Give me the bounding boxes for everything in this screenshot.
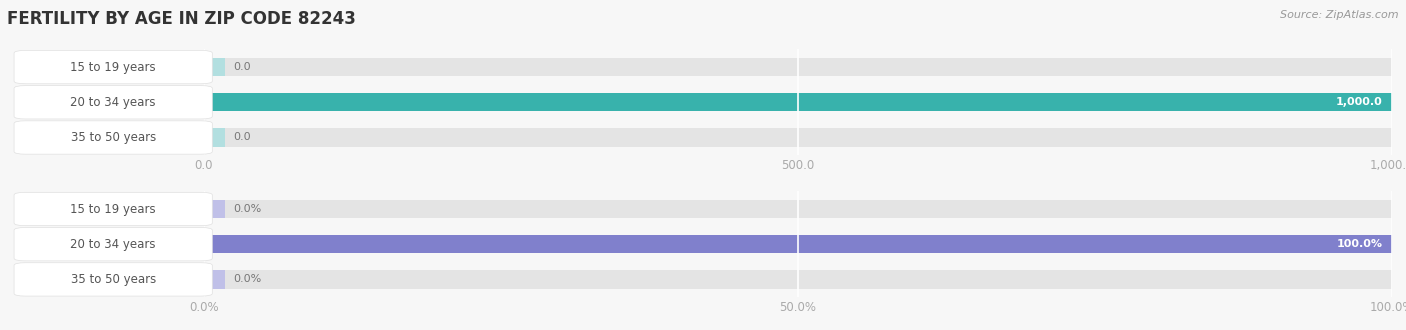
Text: Source: ZipAtlas.com: Source: ZipAtlas.com bbox=[1281, 10, 1399, 20]
Text: 1,000.0: 1,000.0 bbox=[1336, 97, 1382, 107]
Bar bbox=[204, 58, 225, 76]
Text: 0.0: 0.0 bbox=[233, 62, 252, 72]
Text: 35 to 50 years: 35 to 50 years bbox=[70, 131, 156, 144]
Text: 15 to 19 years: 15 to 19 years bbox=[70, 61, 156, 74]
Text: 0.0%: 0.0% bbox=[233, 204, 262, 214]
Text: FERTILITY BY AGE IN ZIP CODE 82243: FERTILITY BY AGE IN ZIP CODE 82243 bbox=[7, 10, 356, 28]
Text: 100.0%: 100.0% bbox=[1337, 239, 1382, 249]
Text: 35 to 50 years: 35 to 50 years bbox=[70, 273, 156, 286]
Bar bbox=[204, 58, 1392, 76]
Text: 0.0%: 0.0% bbox=[233, 275, 262, 284]
Bar bbox=[204, 200, 1392, 218]
Bar bbox=[204, 235, 1392, 253]
Text: 20 to 34 years: 20 to 34 years bbox=[70, 238, 156, 251]
Bar bbox=[204, 200, 225, 218]
Bar bbox=[204, 93, 1392, 112]
Text: 20 to 34 years: 20 to 34 years bbox=[70, 96, 156, 109]
Bar bbox=[204, 270, 225, 288]
Text: 0.0: 0.0 bbox=[233, 133, 252, 143]
Bar bbox=[204, 93, 1392, 112]
Bar bbox=[204, 128, 225, 147]
Bar bbox=[204, 128, 1392, 147]
Bar bbox=[204, 270, 1392, 288]
Text: 15 to 19 years: 15 to 19 years bbox=[70, 203, 156, 215]
Bar bbox=[204, 235, 1392, 253]
